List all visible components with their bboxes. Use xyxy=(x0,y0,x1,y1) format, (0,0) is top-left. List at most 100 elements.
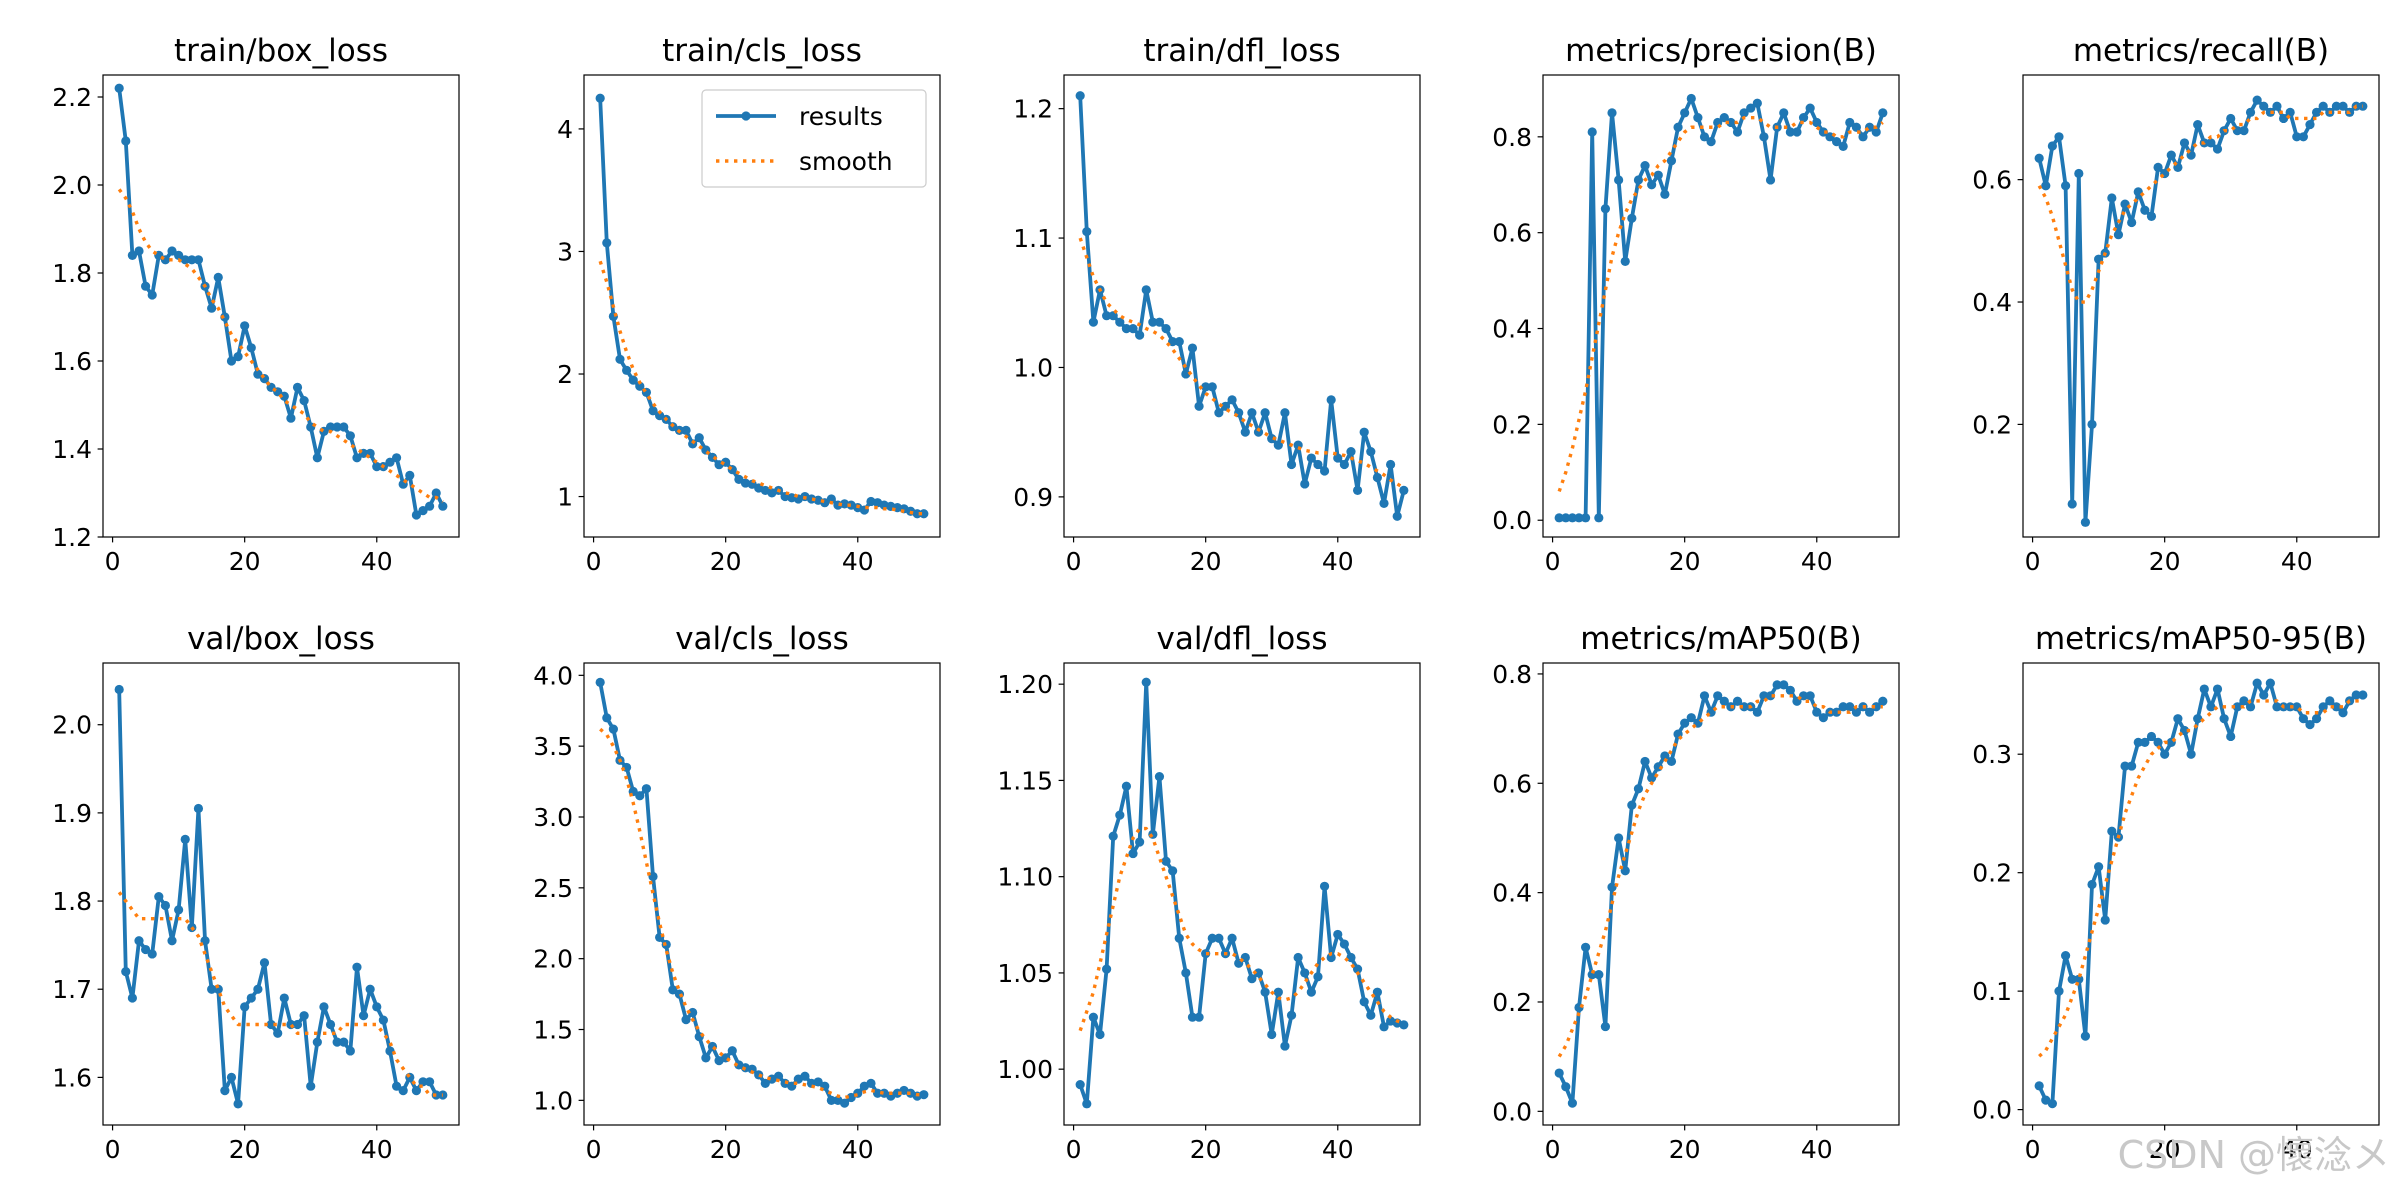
data-point xyxy=(2212,144,2223,154)
data-point xyxy=(226,356,237,366)
y-tick-label: 3.5 xyxy=(533,732,573,761)
data-point xyxy=(1194,1012,1204,1022)
data-point xyxy=(187,255,197,265)
data-point xyxy=(180,255,190,265)
y-tick-label: 2.0 xyxy=(52,711,92,740)
data-point xyxy=(707,1041,718,1052)
y-tick-label: 2.0 xyxy=(52,171,92,200)
y-tick-label: 0.6 xyxy=(1492,769,1532,798)
watermark: CSDN @懷淰メ xyxy=(2118,1133,2390,1177)
axes-frame xyxy=(1542,662,1900,1126)
data-point xyxy=(2186,749,2196,759)
data-point xyxy=(306,1081,316,1091)
data-point xyxy=(114,83,124,93)
data-point xyxy=(1121,781,1132,791)
data-point xyxy=(1227,933,1237,943)
data-point xyxy=(1339,459,1349,470)
data-point xyxy=(2305,720,2315,730)
data-point xyxy=(134,246,144,256)
data-point xyxy=(1713,691,1723,701)
data-point xyxy=(2265,678,2275,688)
data-point xyxy=(1818,127,1828,137)
data-point xyxy=(1161,856,1171,866)
data-point xyxy=(1181,369,1191,379)
data-point xyxy=(431,488,441,498)
subplot: val/box_loss 0 20 40 1.6 1.7 1.8 1.9 2.0 xyxy=(52,621,460,1164)
data-point xyxy=(1306,453,1316,463)
data-point xyxy=(1102,311,1112,321)
legend-marker xyxy=(741,111,751,121)
data-point xyxy=(1620,256,1630,267)
axes-frame xyxy=(583,662,941,1126)
y-tick-label: 0.8 xyxy=(1492,123,1532,152)
data-point xyxy=(1739,108,1749,118)
data-point xyxy=(2239,696,2249,706)
data-point xyxy=(2232,702,2242,712)
data-point xyxy=(233,1099,243,1109)
data-point xyxy=(1878,696,1888,706)
data-point xyxy=(1194,401,1204,411)
data-point xyxy=(1640,756,1650,767)
data-point xyxy=(1686,713,1696,723)
data-point xyxy=(1633,175,1644,185)
data-point xyxy=(681,1014,691,1025)
data-point xyxy=(1273,440,1283,450)
data-point xyxy=(727,464,737,475)
data-point xyxy=(2219,714,2229,724)
subplot: val/dfl_loss 0 20 40 1.00 1.05 1.10 1.15 1.20 xyxy=(997,621,1421,1164)
data-point xyxy=(1319,881,1330,891)
data-point xyxy=(1865,707,1875,717)
subplot: metrics/mAP50-95(B) 0 20 40 0.0 0.1 0.2 0.3 xyxy=(1972,621,2380,1164)
x-tick-label: 40 xyxy=(1322,547,1354,576)
x-tick-label: 0 xyxy=(1545,1135,1561,1164)
legend: results smooth xyxy=(701,89,927,188)
legend-label: smooth xyxy=(799,147,893,176)
data-point xyxy=(259,958,270,968)
data-point xyxy=(1693,113,1703,123)
data-point xyxy=(1392,511,1402,521)
data-point xyxy=(246,993,256,1003)
data-point xyxy=(345,431,355,441)
data-point xyxy=(1326,395,1336,405)
data-point xyxy=(418,506,428,516)
data-point xyxy=(1214,933,1224,943)
data-point xyxy=(1581,513,1591,523)
data-point xyxy=(2054,986,2064,996)
x-tick-label: 40 xyxy=(842,1135,874,1164)
data-point xyxy=(332,1037,342,1047)
x-tick-label: 40 xyxy=(361,1135,393,1164)
data-point xyxy=(1594,970,1604,980)
data-point xyxy=(1372,987,1382,997)
data-point xyxy=(372,462,382,472)
data-point xyxy=(1372,472,1382,483)
data-point xyxy=(1399,1020,1409,1030)
y-tick-label: 1.9 xyxy=(52,799,92,828)
data-point xyxy=(279,993,289,1003)
data-point xyxy=(1346,952,1356,963)
data-point xyxy=(1666,156,1677,166)
data-point xyxy=(2179,725,2190,736)
data-point xyxy=(1746,103,1756,113)
data-point xyxy=(292,382,303,392)
data-point xyxy=(193,803,204,814)
data-point xyxy=(1333,453,1343,463)
data-point xyxy=(2041,181,2051,191)
axes-frame xyxy=(1063,662,1421,1126)
data-point xyxy=(2245,107,2256,117)
data-point xyxy=(273,1028,283,1038)
data-point xyxy=(2179,138,2190,148)
series-line xyxy=(598,260,924,516)
y-tick-label: 1.0 xyxy=(533,1086,573,1115)
data-point xyxy=(1359,997,1369,1007)
data-point xyxy=(1366,446,1376,457)
data-point xyxy=(253,984,263,994)
data-point xyxy=(1187,343,1198,353)
data-point xyxy=(1647,180,1657,190)
data-point xyxy=(1333,929,1343,940)
y-tick-label: 0.6 xyxy=(1492,219,1532,248)
data-point xyxy=(1858,132,1868,142)
data-point xyxy=(622,365,632,375)
data-point xyxy=(2193,714,2203,724)
data-point xyxy=(1082,226,1092,237)
